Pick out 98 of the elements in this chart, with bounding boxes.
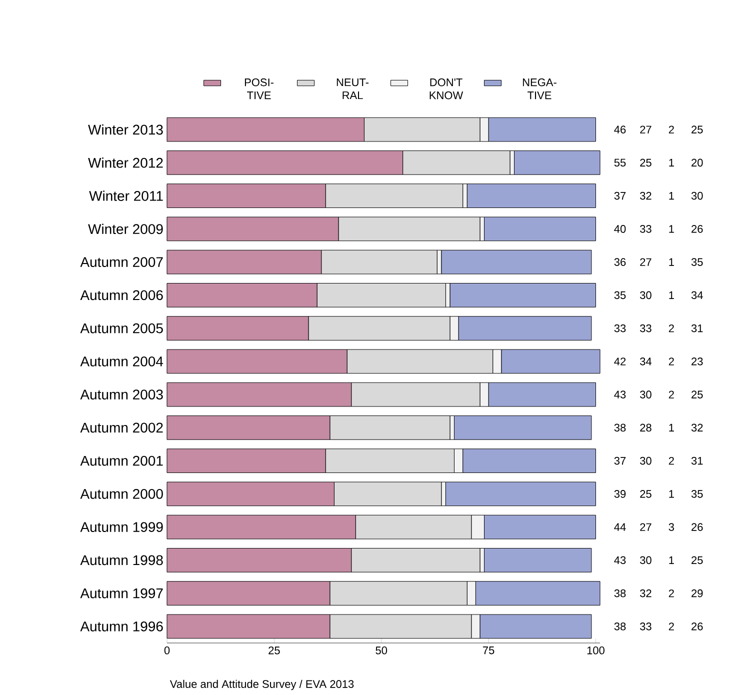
data-label: 28 (640, 424, 652, 432)
data-label: 29 (692, 589, 703, 598)
data-label: 35 (614, 291, 626, 300)
bar (466, 184, 596, 208)
data-label: 3 (668, 523, 674, 531)
data-label: 33 (640, 324, 652, 332)
data-label: 44 (614, 523, 626, 531)
bar (454, 416, 592, 440)
data-label: 30 (640, 556, 652, 564)
bar (484, 548, 592, 572)
data-label: 35 (691, 258, 703, 266)
bar (450, 283, 596, 308)
data-label: 32 (640, 589, 652, 598)
data-label: 2 (668, 622, 674, 630)
data-label: 34 (640, 358, 652, 366)
y-tick-label: Autumn 2000 (80, 488, 163, 499)
data-label: 30 (640, 291, 652, 300)
data-label: 33 (640, 225, 652, 233)
data-label: 25 (640, 158, 652, 167)
data-label: 1 (669, 490, 674, 498)
y-tick-label: Autumn 1996 (80, 621, 163, 632)
data-label: 1 (669, 158, 674, 166)
data-label: 34 (691, 291, 703, 300)
data-label: 26 (692, 622, 703, 630)
y-tick-label: Autumn 2006 (80, 290, 163, 300)
y-tick-label: Autumn 1998 (80, 555, 163, 566)
y-tick-label: Winter 2013 (88, 124, 163, 135)
data-label: 27 (640, 523, 652, 531)
data-label: 31 (691, 456, 703, 465)
data-label: 30 (640, 390, 652, 398)
data-label: 42 (614, 358, 626, 366)
data-label: 26 (692, 225, 703, 233)
data-label: 1 (669, 424, 674, 432)
y-tick-label: Autumn 2001 (80, 456, 163, 466)
y-tick-label: Autumn 2004 (80, 356, 164, 366)
data-label: 38 (614, 622, 626, 630)
legend-label: NEGA- TIVE (522, 78, 556, 100)
data-label: 30 (691, 192, 703, 200)
data-label: 46 (614, 126, 626, 134)
data-label: 2 (668, 126, 674, 134)
data-label: 1 (669, 192, 674, 200)
data-label: 35 (691, 490, 703, 498)
data-label: 37 (614, 456, 626, 465)
data-label: 55 (614, 158, 626, 167)
data-label: 36 (614, 258, 626, 266)
x-tick-label: 50 (376, 646, 388, 654)
data-label: 37 (614, 192, 626, 200)
data-label: 25 (692, 390, 703, 398)
data-label: 25 (692, 126, 703, 134)
y-tick-label: Winter 2012 (88, 158, 163, 168)
data-label: 2 (668, 390, 674, 398)
y-tick-label: Autumn 2003 (80, 390, 163, 400)
legend-label: DON'T KNOW (430, 78, 464, 100)
data-label: 23 (692, 358, 703, 366)
y-tick-label: Autumn 2005 (80, 323, 163, 334)
data-label: 32 (691, 424, 703, 432)
data-label: 2 (668, 589, 674, 598)
data-label: 43 (614, 390, 626, 398)
y-tick-label: Winter 2011 (89, 190, 163, 201)
x-tick-label: 25 (268, 646, 280, 654)
x-tick-label: 75 (482, 646, 494, 654)
data-label: 20 (692, 158, 703, 167)
data-label: 38 (614, 424, 626, 432)
y-tick-label: Autumn 2007 (80, 257, 163, 268)
y-tick-label: Autumn 1997 (80, 588, 163, 598)
data-label: 1 (669, 258, 674, 266)
data-label: 39 (614, 490, 626, 498)
bar (441, 250, 592, 274)
text: Value and Attitude Survey / EVA 2013 (170, 680, 354, 690)
data-label: 27 (640, 258, 652, 266)
data-label: 33 (614, 324, 626, 332)
bar (484, 216, 596, 242)
y-tick-label: Winter 2009 (88, 224, 163, 234)
data-label: 40 (614, 225, 626, 233)
y-tick-label: Autumn 2002 (80, 422, 163, 433)
legend-label: NEUT- RAL (336, 78, 369, 100)
data-label: 2 (668, 456, 674, 465)
data-label: 38 (614, 589, 626, 598)
bar (514, 150, 600, 175)
data-label: 1 (669, 225, 674, 233)
data-label: 2 (668, 358, 674, 366)
data-label: 33 (640, 622, 652, 630)
y-tick-label: Autumn 1999 (80, 522, 163, 532)
data-label: 25 (692, 556, 703, 564)
data-label: 26 (692, 523, 703, 531)
x-tick-label: 0 (164, 646, 170, 654)
x-tick-label: 100 (587, 646, 604, 654)
data-label: 2 (668, 324, 674, 332)
data-label: 25 (640, 490, 652, 498)
data-label: 31 (691, 324, 703, 332)
bar (445, 482, 596, 506)
data-label: 32 (640, 192, 652, 200)
data-label: 30 (640, 456, 652, 465)
data-label: 1 (669, 556, 674, 564)
data-label: 43 (614, 556, 626, 564)
legend-label: POSI- TIVE (244, 78, 274, 100)
data-label: 1 (669, 291, 674, 299)
data-label: 27 (640, 126, 652, 134)
